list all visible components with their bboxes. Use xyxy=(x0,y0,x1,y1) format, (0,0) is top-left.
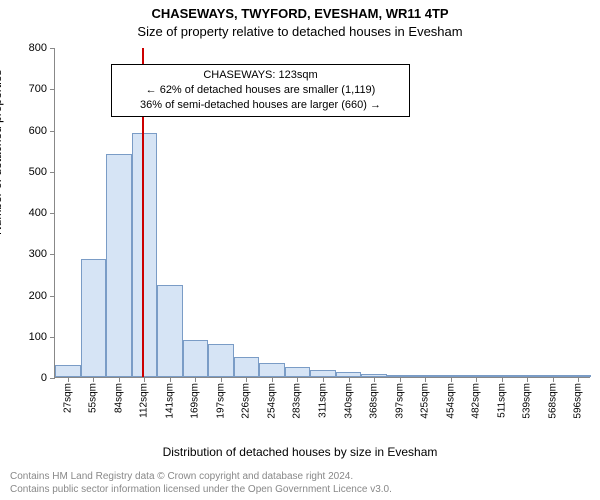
y-tick xyxy=(50,172,55,173)
y-tick xyxy=(50,48,55,49)
y-tick-label: 300 xyxy=(29,248,47,260)
y-tick-label: 100 xyxy=(29,331,47,343)
x-tick-label: 511sqm xyxy=(496,383,507,418)
histogram-bar xyxy=(310,370,336,377)
y-tick xyxy=(50,296,55,297)
x-tick xyxy=(297,377,298,382)
y-tick-label: 0 xyxy=(41,372,47,384)
x-tick-label: 197sqm xyxy=(215,383,226,419)
x-tick-label: 311sqm xyxy=(318,383,329,418)
x-tick-label: 226sqm xyxy=(241,383,252,419)
x-tick xyxy=(68,377,69,382)
annotation-box: CHASEWAYS: 123sqm← 62% of detached house… xyxy=(111,64,410,117)
x-tick-label: 254sqm xyxy=(266,383,277,419)
x-tick xyxy=(323,377,324,382)
x-tick-label: 539sqm xyxy=(522,383,533,419)
x-tick-label: 340sqm xyxy=(343,383,354,419)
x-tick xyxy=(553,377,554,382)
x-tick xyxy=(93,377,94,382)
y-tick xyxy=(50,254,55,255)
x-tick xyxy=(144,377,145,382)
histogram-bar xyxy=(55,365,81,377)
histogram-bar xyxy=(157,285,183,377)
x-axis-label: Distribution of detached houses by size … xyxy=(0,445,600,459)
x-tick xyxy=(246,377,247,382)
x-tick xyxy=(451,377,452,382)
x-tick-label: 27sqm xyxy=(62,383,73,413)
histogram-bar xyxy=(234,357,260,377)
x-tick-label: 425sqm xyxy=(420,383,431,419)
chart-title-address: CHASEWAYS, TWYFORD, EVESHAM, WR11 4TP xyxy=(0,6,600,21)
x-tick-label: 454sqm xyxy=(445,383,456,419)
y-tick xyxy=(50,337,55,338)
x-tick-label: 482sqm xyxy=(471,383,482,419)
x-tick-label: 596sqm xyxy=(573,383,584,419)
x-tick xyxy=(272,377,273,382)
footer-line1: Contains HM Land Registry data © Crown c… xyxy=(10,471,590,484)
x-tick-label: 112sqm xyxy=(139,383,150,418)
x-tick-label: 397sqm xyxy=(394,383,405,419)
x-tick xyxy=(527,377,528,382)
y-tick xyxy=(50,131,55,132)
y-tick-label: 800 xyxy=(29,42,47,54)
x-tick xyxy=(170,377,171,382)
histogram-bar xyxy=(285,367,311,377)
x-tick xyxy=(119,377,120,382)
annotation-line3: 36% of semi-detached houses are larger (… xyxy=(118,98,403,113)
histogram-bar xyxy=(132,133,158,377)
y-tick-label: 500 xyxy=(29,166,47,178)
x-tick xyxy=(578,377,579,382)
x-tick xyxy=(221,377,222,382)
y-tick-label: 700 xyxy=(29,83,47,95)
y-tick xyxy=(50,213,55,214)
x-tick-label: 141sqm xyxy=(164,383,175,419)
y-tick-label: 400 xyxy=(29,207,47,219)
y-tick xyxy=(50,89,55,90)
y-tick-label: 200 xyxy=(29,290,47,302)
y-tick-label: 600 xyxy=(29,125,47,137)
y-axis-label: Number of detached properties xyxy=(0,70,4,235)
x-tick xyxy=(425,377,426,382)
x-tick-label: 368sqm xyxy=(369,383,380,419)
histogram-bar xyxy=(259,363,285,377)
chart-title-description: Size of property relative to detached ho… xyxy=(0,24,600,39)
x-tick-label: 84sqm xyxy=(113,383,124,413)
footer-attribution: Contains HM Land Registry data © Crown c… xyxy=(10,471,590,496)
histogram-bar xyxy=(183,340,209,377)
plot-area: 010020030040050060070080027sqm55sqm84sqm… xyxy=(54,48,590,378)
histogram-bar xyxy=(81,259,107,377)
x-tick xyxy=(502,377,503,382)
x-tick-label: 169sqm xyxy=(190,383,201,419)
annotation-line2: ← 62% of detached houses are smaller (1,… xyxy=(118,83,403,98)
x-tick xyxy=(349,377,350,382)
x-tick-label: 568sqm xyxy=(547,383,558,419)
histogram-bar xyxy=(106,154,132,377)
x-tick-label: 283sqm xyxy=(292,383,303,419)
chart-container: CHASEWAYS, TWYFORD, EVESHAM, WR11 4TP Si… xyxy=(0,0,600,500)
histogram-bar xyxy=(208,344,234,377)
x-tick xyxy=(400,377,401,382)
x-tick-label: 55sqm xyxy=(88,383,99,413)
y-tick xyxy=(50,378,55,379)
x-tick xyxy=(476,377,477,382)
footer-line2: Contains public sector information licen… xyxy=(10,484,590,497)
x-tick xyxy=(374,377,375,382)
x-tick xyxy=(195,377,196,382)
annotation-line1: CHASEWAYS: 123sqm xyxy=(118,68,403,83)
